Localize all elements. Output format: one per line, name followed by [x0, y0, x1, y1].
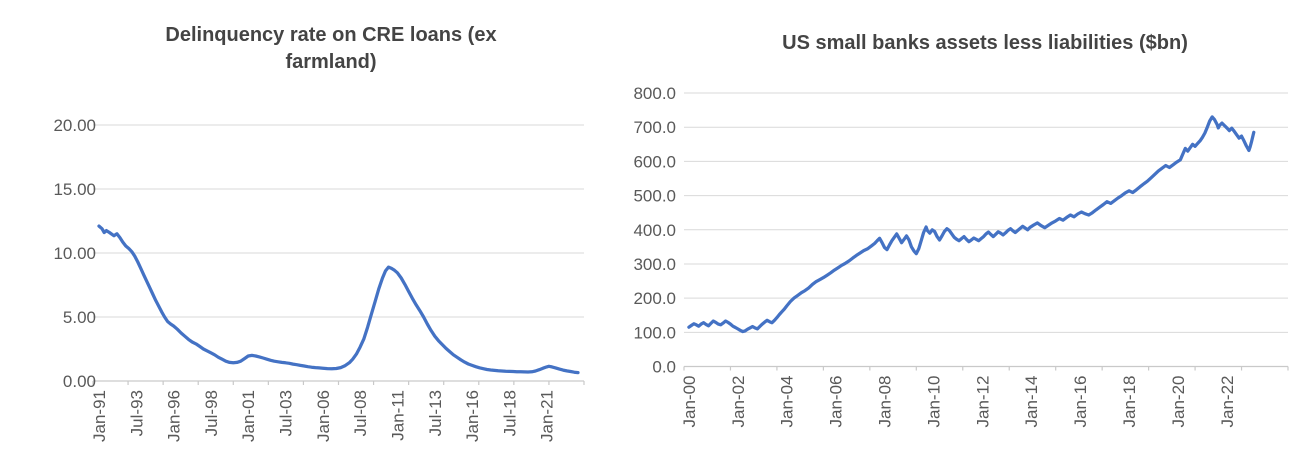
y-axis-label: 0.0	[652, 358, 676, 377]
x-axis-label: Jan-20	[1169, 376, 1188, 428]
x-axis-label: Jul-03	[277, 390, 296, 436]
x-axis-label: Jan-96	[165, 390, 184, 442]
y-axis-label: 20.00	[53, 116, 96, 135]
x-axis-label: Jan-11	[388, 390, 407, 441]
x-axis-label: Jan-14	[1022, 376, 1041, 428]
y-axis-label: 300.0	[633, 255, 676, 274]
y-axis-label: 5.00	[63, 308, 96, 327]
data-line	[97, 224, 580, 375]
y-axis-label: 400.0	[633, 221, 676, 240]
x-axis-label: Jan-91	[90, 390, 109, 442]
y-axis-label: 800.0	[633, 84, 676, 103]
y-axis-label: 600.0	[633, 152, 676, 171]
x-axis-label: Jul-93	[127, 390, 146, 436]
x-axis-label: Jan-12	[973, 376, 992, 428]
x-axis-label: Jan-01	[239, 390, 258, 442]
x-axis-label: Jan-00	[680, 376, 699, 428]
x-axis-label: Jul-18	[500, 390, 519, 436]
x-axis-label: Jan-02	[729, 376, 748, 428]
right-chart-title: US small banks assets less liabilities (…	[782, 32, 1188, 54]
x-axis-label: Jul-13	[426, 390, 445, 436]
y-axis-label: 200.0	[633, 289, 676, 308]
x-axis-label: Jan-18	[1120, 376, 1139, 428]
x-axis-label: Jan-16	[1071, 376, 1090, 428]
y-axis-label: 700.0	[633, 118, 676, 137]
y-axis-label: 100.0	[633, 323, 676, 342]
x-axis-label: Jan-22	[1218, 376, 1237, 428]
y-axis-label: 0.00	[63, 372, 96, 391]
y-axis-label: 500.0	[633, 187, 676, 206]
x-axis-label: Jan-04	[778, 376, 797, 428]
left-chart-title: Delinquency rate on CRE loans (ex farmla…	[165, 24, 497, 73]
y-axis-label: 15.00	[53, 180, 96, 199]
x-axis-label: Jan-06	[827, 376, 846, 428]
x-axis-label: Jan-21	[538, 390, 557, 442]
x-axis-label: Jan-06	[314, 390, 333, 442]
x-axis-label: Jan-16	[463, 390, 482, 442]
x-axis-label: Jul-08	[351, 390, 370, 436]
x-axis-label: Jul-98	[202, 390, 221, 436]
x-axis-label: Jan-10	[924, 376, 943, 428]
y-axis-label: 10.00	[53, 244, 96, 263]
data-line	[687, 115, 1256, 334]
x-axis-label: Jan-08	[876, 376, 895, 428]
